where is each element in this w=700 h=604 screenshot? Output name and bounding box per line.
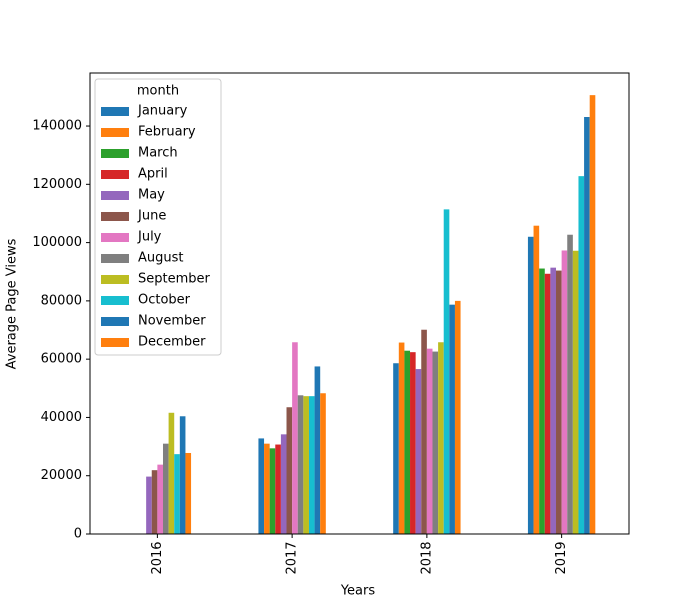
bar bbox=[572, 250, 579, 534]
legend-label: January bbox=[137, 104, 188, 119]
bar bbox=[426, 348, 433, 534]
legend-label: December bbox=[138, 335, 206, 350]
legend-label: July bbox=[137, 230, 162, 245]
bar bbox=[174, 454, 180, 534]
bar bbox=[454, 300, 461, 534]
bar bbox=[308, 396, 315, 534]
y-tick-label: 60000 bbox=[41, 352, 82, 367]
bar bbox=[449, 304, 455, 534]
bar bbox=[438, 342, 444, 534]
bar bbox=[550, 267, 557, 534]
x-tick-label: 2016 bbox=[150, 541, 165, 574]
bar bbox=[415, 369, 422, 534]
legend-label: February bbox=[138, 125, 196, 140]
bar bbox=[151, 470, 158, 534]
bar bbox=[146, 476, 152, 534]
legend-swatch bbox=[101, 275, 129, 284]
bar bbox=[292, 342, 298, 534]
legend-swatch bbox=[101, 128, 129, 137]
legend-swatch bbox=[101, 317, 129, 326]
bar bbox=[258, 438, 265, 534]
legend-swatch bbox=[101, 233, 129, 242]
x-tick-label: 2018 bbox=[419, 541, 434, 574]
bar bbox=[264, 443, 270, 534]
bar bbox=[589, 95, 596, 534]
x-tick-label: 2019 bbox=[554, 541, 569, 574]
bar bbox=[275, 444, 281, 534]
bar bbox=[157, 464, 163, 534]
legend-swatch bbox=[101, 170, 129, 179]
legend-label: March bbox=[138, 146, 178, 161]
legend-swatch bbox=[101, 338, 129, 347]
bar bbox=[561, 250, 568, 534]
bar bbox=[578, 176, 585, 534]
bar bbox=[556, 270, 562, 534]
bar bbox=[168, 412, 175, 534]
legend-swatch bbox=[101, 254, 129, 263]
legend-swatch bbox=[101, 107, 129, 116]
y-tick-label: 120000 bbox=[32, 177, 82, 192]
bar bbox=[421, 329, 427, 534]
legend-label: June bbox=[137, 209, 166, 224]
plot-frame bbox=[89, 72, 630, 535]
legend-swatch bbox=[101, 191, 129, 200]
bar bbox=[303, 396, 309, 534]
legend-swatch bbox=[101, 212, 129, 221]
legend-label: April bbox=[138, 167, 168, 182]
bar bbox=[269, 448, 276, 534]
legend-label: May bbox=[138, 188, 165, 203]
bar bbox=[320, 393, 326, 534]
bar bbox=[398, 342, 405, 534]
y-tick-label: 80000 bbox=[41, 293, 82, 308]
legend-box bbox=[94, 78, 222, 356]
bar bbox=[185, 452, 192, 534]
legend-label: August bbox=[138, 251, 184, 266]
legend-label: October bbox=[138, 293, 191, 308]
bar bbox=[393, 363, 399, 534]
legend-swatch bbox=[101, 149, 129, 158]
y-tick-label: 20000 bbox=[41, 468, 82, 483]
bar bbox=[527, 236, 534, 534]
y-tick-label: 0 bbox=[74, 527, 82, 542]
bar bbox=[544, 273, 551, 534]
bar bbox=[297, 395, 304, 534]
bar bbox=[584, 117, 590, 535]
bar bbox=[404, 350, 411, 534]
bar bbox=[280, 434, 287, 534]
bar bbox=[410, 352, 416, 534]
bar bbox=[286, 407, 293, 534]
bar bbox=[533, 225, 540, 535]
legend-label: November bbox=[138, 314, 206, 329]
bar bbox=[314, 366, 321, 534]
bar bbox=[179, 416, 186, 534]
bar bbox=[539, 268, 545, 534]
bar bbox=[162, 443, 169, 534]
bar bbox=[567, 234, 573, 534]
legend-title: month bbox=[137, 84, 179, 99]
y-tick-label: 40000 bbox=[41, 410, 82, 425]
y-tick-label: 100000 bbox=[32, 235, 82, 250]
x-axis-label: Years bbox=[340, 584, 376, 599]
legend-swatch bbox=[101, 296, 129, 305]
bar bbox=[432, 351, 439, 534]
x-tick-label: 2017 bbox=[285, 541, 300, 574]
legend-label: September bbox=[138, 272, 211, 287]
y-axis-label: Average Page Views bbox=[5, 238, 20, 369]
y-tick-label: 140000 bbox=[32, 119, 82, 134]
bar bbox=[443, 209, 450, 534]
